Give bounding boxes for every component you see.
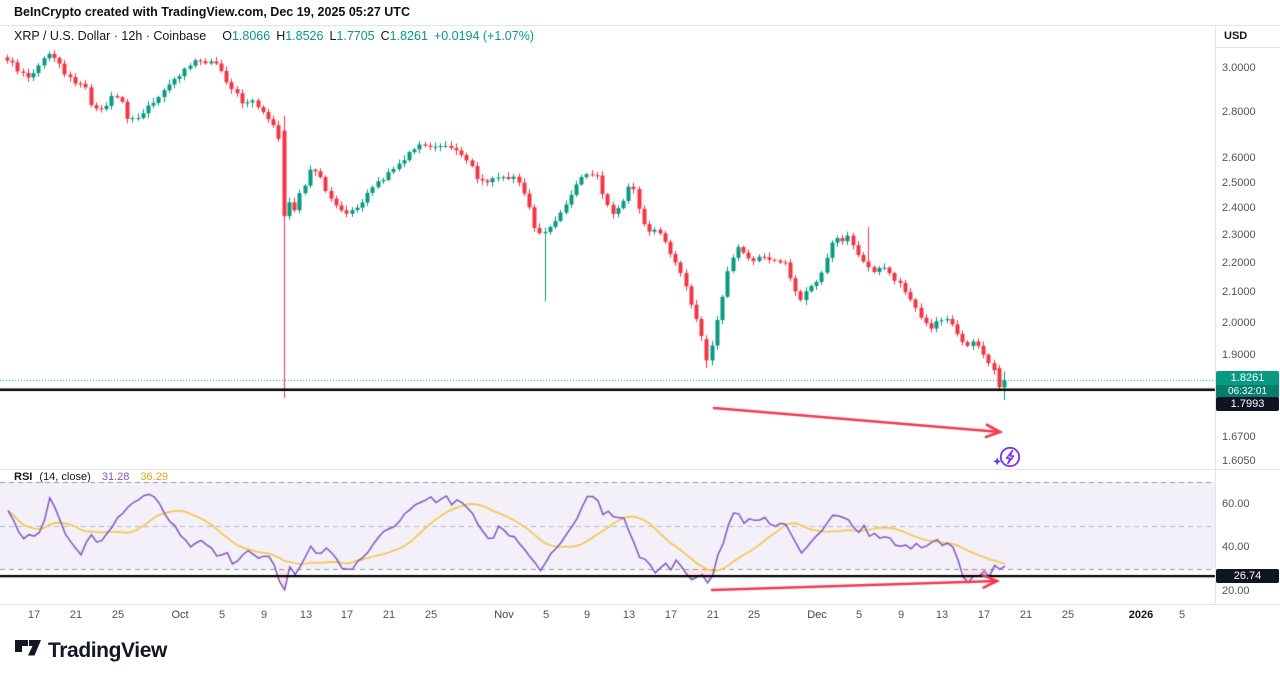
time-tick-label: 2026 [1128, 609, 1154, 621]
time-tick-label: 9 [897, 609, 905, 621]
axis-tick-label: 60.00 [1222, 498, 1250, 510]
axis-tick-label: 2.1000 [1222, 286, 1256, 298]
time-tick-label: 25 [747, 609, 761, 621]
time-axis-divider [0, 604, 1280, 605]
time-tick-label: 13 [622, 609, 636, 621]
time-tick-label: 17 [340, 609, 354, 621]
time-tick-label: 5 [542, 609, 550, 621]
time-tick-label: 25 [1061, 609, 1075, 621]
tradingview-logo-icon [15, 640, 41, 656]
ohlc-value: 1.8261 [389, 29, 428, 43]
ohlc-label: L [329, 29, 337, 43]
axis-tick-label: 3.0000 [1222, 62, 1256, 74]
time-tick-label: 25 [111, 609, 125, 621]
support-level-badge: 1.7993 [1216, 397, 1279, 411]
time-tick-label: 17 [977, 609, 991, 621]
time-tick-label: 13 [935, 609, 949, 621]
time-tick-label: 21 [69, 609, 83, 621]
axis-tick-label: 2.0000 [1222, 317, 1256, 329]
rsi-ma-value: 36.29 [140, 471, 168, 483]
currency-button[interactable]: USD [1224, 30, 1248, 42]
time-tick-label: 13 [299, 609, 313, 621]
tradingview-logo[interactable]: TradingView [14, 638, 167, 663]
time-tick-label: 25 [424, 609, 438, 621]
time-tick-label: 5 [1178, 609, 1186, 621]
pane-divider [0, 469, 1280, 470]
axis-tick-label: 2.4000 [1222, 202, 1256, 214]
axis-tick-label: 1.9000 [1222, 349, 1256, 361]
ohlc-value: 1.8526 [285, 29, 324, 43]
ohlc-label: C [380, 29, 390, 43]
symbol-title: XRP / U.S. Dollar · 12h · Coinbase [14, 29, 207, 43]
time-tick-label: Dec [807, 609, 827, 621]
rsi-level-badge: 26.74 [1216, 569, 1279, 583]
time-tick-label: 17 [27, 609, 41, 621]
time-tick-label: 17 [664, 609, 678, 621]
axis-tick-label: 2.8000 [1222, 106, 1256, 118]
boost-circle [999, 446, 1021, 468]
current-price-value: 1.8261 [1216, 371, 1279, 385]
time-tick-label: 21 [1019, 609, 1033, 621]
axis-tick-label: 1.6050 [1222, 455, 1256, 467]
axis-tick-label: 1.6700 [1222, 431, 1256, 443]
ohlc-label: O [222, 29, 232, 43]
axis-tick-label: 2.5000 [1222, 177, 1256, 189]
time-tick-label: 9 [260, 609, 268, 621]
change-value: +0.0194 (+1.07%) [433, 29, 534, 43]
attribution-text: BeInCrypto created with TradingView.com,… [14, 5, 410, 19]
boost-icon[interactable] [992, 442, 1024, 472]
ohlc-value: 1.7705 [336, 29, 375, 43]
lightning-bolt-icon [1005, 449, 1015, 465]
bar-countdown: 06:32:01 [1216, 385, 1279, 398]
axis-tick-label: 20.00 [1222, 585, 1250, 597]
rsi-legend[interactable]: RSI (14, close) 31.28 36.29 [14, 471, 168, 483]
ohlc-label: H [276, 29, 286, 43]
time-tick-label: 21 [382, 609, 396, 621]
axis-tick-label: 40.00 [1222, 541, 1250, 553]
ohlc-values: O1.8066 H1.8526 L1.7705 C1.8261 [216, 29, 428, 43]
tradingview-logo-text: TradingView [48, 638, 167, 662]
ohlc-value: 1.8066 [231, 29, 271, 43]
axis-tick-label: 2.6000 [1222, 152, 1256, 164]
price-axis-divider [1215, 25, 1216, 604]
time-tick-label: 21 [706, 609, 720, 621]
rsi-params: (14, close) [39, 471, 91, 483]
time-tick-label: Oct [171, 609, 189, 621]
axis-tick-label: 2.3000 [1222, 229, 1256, 241]
current-price-badge: 1.8261 06:32:01 [1216, 371, 1279, 398]
axis-header-divider [1216, 47, 1280, 48]
sparkle-icon [993, 457, 1002, 466]
time-tick-label: 5 [218, 609, 226, 621]
time-tick-label: 9 [583, 609, 591, 621]
rsi-value: 31.28 [101, 471, 130, 483]
rsi-title: RSI [14, 471, 33, 483]
chart-legend[interactable]: XRP / U.S. Dollar · 12h · Coinbase O1.806… [14, 29, 534, 43]
topbar-divider [0, 25, 1280, 26]
axis-tick-label: 2.2000 [1222, 257, 1256, 269]
time-tick-label: Nov [494, 609, 514, 621]
time-tick-label: 5 [855, 609, 863, 621]
